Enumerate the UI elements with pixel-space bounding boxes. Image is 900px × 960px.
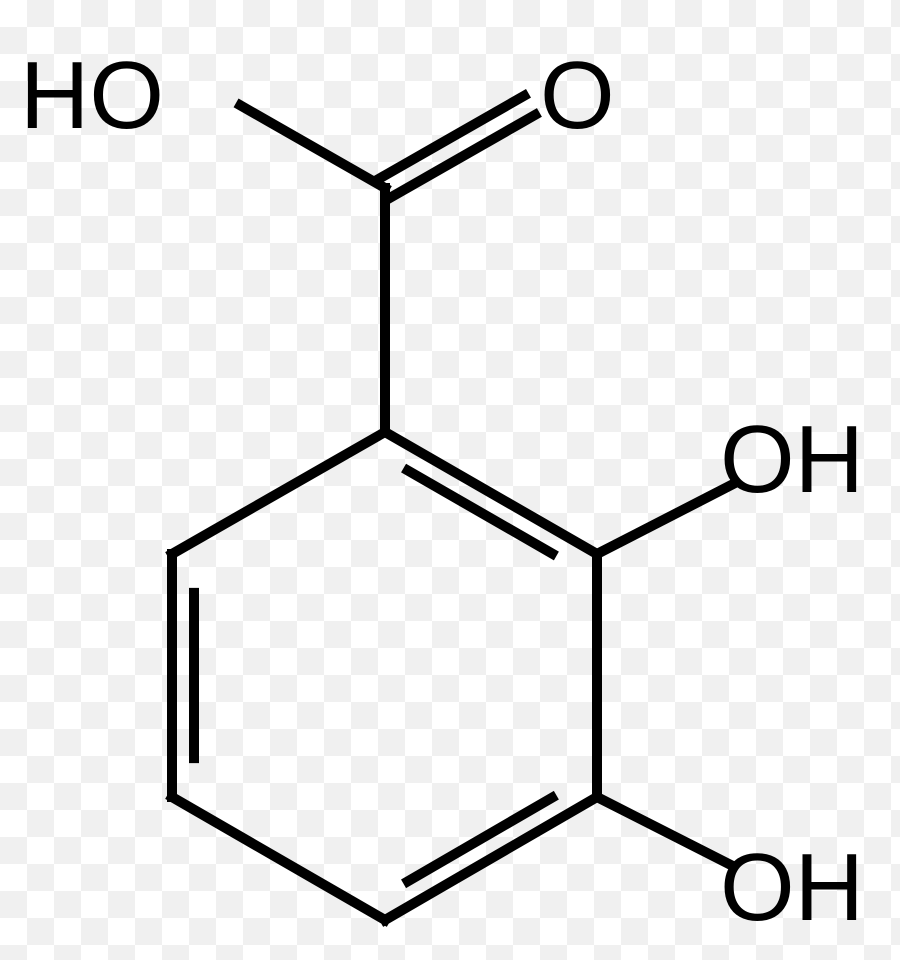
bond-single bbox=[240, 105, 385, 188]
atom-label-O_top: O bbox=[540, 42, 615, 149]
bond-double-outer bbox=[385, 797, 597, 920]
atom-label-OH_bot: OH bbox=[720, 834, 864, 941]
bond-single bbox=[172, 797, 385, 920]
transparency-checker: HO O OH OH bbox=[0, 0, 900, 960]
bond-single bbox=[597, 485, 731, 554]
bond-single bbox=[597, 797, 731, 865]
chemical-structure-diagram: HO O OH OH bbox=[0, 0, 900, 960]
bond-single bbox=[172, 432, 385, 554]
atom-label-HO_top: HO bbox=[20, 42, 164, 149]
bond-double-outer bbox=[385, 432, 597, 554]
atom-label-OH_mid: OH bbox=[720, 406, 864, 513]
